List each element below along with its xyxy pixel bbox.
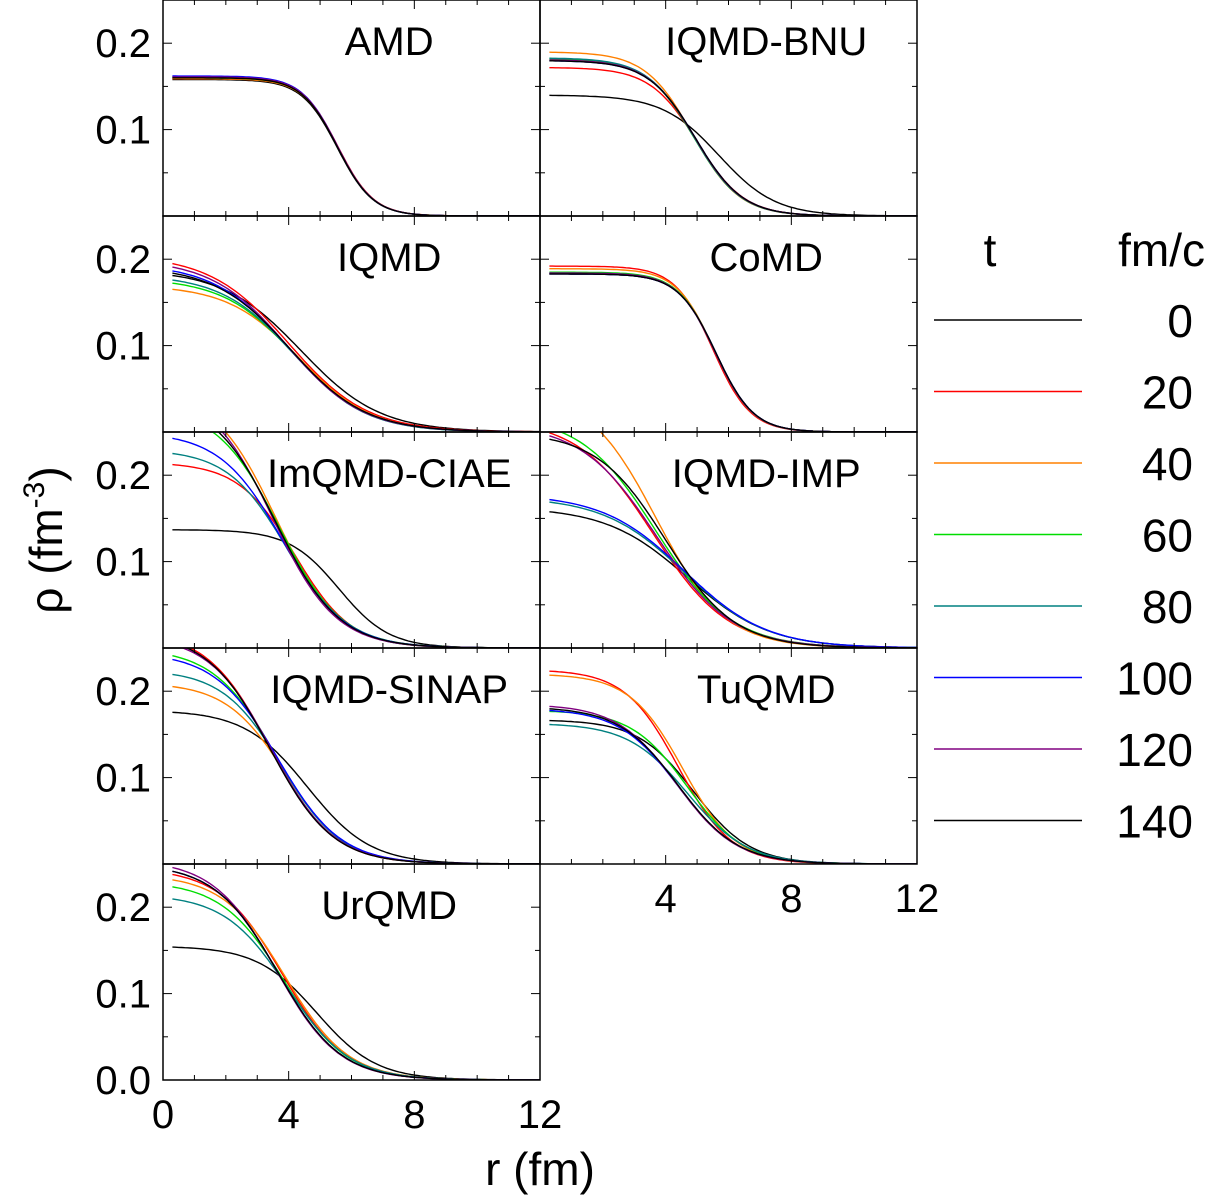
series-line-t60 <box>549 58 917 216</box>
y-tick-label: 0.1 <box>95 973 151 1017</box>
panel-title: IQMD-SINAP <box>270 668 508 712</box>
panel-curves <box>549 51 917 216</box>
legend-label-t20: 20 <box>1142 367 1193 419</box>
legend-label-t100: 100 <box>1116 653 1193 705</box>
series-line-t40 <box>224 432 540 648</box>
legend-label-t140: 140 <box>1116 796 1193 848</box>
series-line-t120 <box>549 59 917 216</box>
x-tick-label: 4 <box>655 877 677 921</box>
panel-iqmd: 0.1 0.2 IQMD <box>95 215 541 433</box>
series-line-t80 <box>172 76 540 216</box>
legend-label-t0: 0 <box>1167 295 1193 347</box>
panel-title: TuQMD <box>697 668 836 712</box>
series-line-t0 <box>549 94 917 216</box>
panel-tuqmd: 4 8 12 TuQMD <box>539 647 940 921</box>
y-tick-label: 0.2 <box>95 886 151 930</box>
panel-title: IQMD-IMP <box>672 452 861 496</box>
series-line-t140 <box>172 77 540 216</box>
series-line-t120 <box>221 432 540 648</box>
y-axis-label-close: ) <box>20 466 72 481</box>
series-line-t60 <box>549 271 917 432</box>
y-tick-label: 0.1 <box>95 109 151 153</box>
series-line-t20 <box>549 265 917 432</box>
x-axis-label: r (fm) <box>485 1143 595 1195</box>
series-line-t100 <box>549 709 917 864</box>
panel-title: IQMD-BNU <box>665 20 867 64</box>
x-tick-label: 0 <box>152 1093 174 1137</box>
series-line-t60 <box>172 77 540 216</box>
series-line-t80 <box>549 272 917 432</box>
panel-title: UrQMD <box>321 884 457 928</box>
series-line-t100 <box>172 75 540 216</box>
series-line-t0 <box>549 511 917 648</box>
series-line-t80 <box>549 57 917 216</box>
series-line-t120 <box>549 705 917 864</box>
y-tick-label: 0.2 <box>95 454 151 498</box>
panel-iqmd-bnu: IQMD-BNU <box>539 0 918 217</box>
panel-curves <box>549 432 917 648</box>
y-tick-label: 0.0 <box>95 1059 151 1103</box>
series-line-t0 <box>172 711 540 864</box>
x-tick-label: 12 <box>518 1093 563 1137</box>
series-line-t140 <box>549 60 917 216</box>
panel-iqmd-imp: IQMD-IMP <box>539 431 918 649</box>
panel-title: CoMD <box>710 236 823 280</box>
legend-label-t80: 80 <box>1142 581 1193 633</box>
series-line-t140 <box>549 273 917 432</box>
legend: t fm/c 0 20 40 60 80 100 120 140 <box>934 224 1205 848</box>
series-line-t60 <box>549 710 917 864</box>
series-line-t0 <box>549 273 917 432</box>
x-tick-label: 8 <box>403 1093 425 1137</box>
series-line-t140 <box>217 432 540 648</box>
x-tick-label: 12 <box>895 877 940 921</box>
series-line-t40 <box>172 77 540 216</box>
panel-curves <box>172 432 540 648</box>
y-tick-label: 0.1 <box>95 757 151 801</box>
series-line-t20 <box>549 67 917 216</box>
panel-title: IQMD <box>337 236 441 280</box>
legend-label-t40: 40 <box>1142 438 1193 490</box>
panel-curves <box>172 75 540 216</box>
panel-urqmd: 0.0 0.1 0.2 0 4 8 12 UrQMD <box>95 863 563 1137</box>
series-line-t100 <box>549 60 917 216</box>
x-tick-label: 4 <box>278 1093 300 1137</box>
series-line-t100 <box>549 498 917 648</box>
plot-panels: 0.1 0.2 AMD IQMD-BNU 0.1 0.2 IQMD CoMD 0.1 0.2 ImQ… <box>95 0 939 1137</box>
panel-iqmd-sinap: 0.1 0.2 IQMD-SINAP <box>95 647 541 865</box>
series-line-t140 <box>172 272 540 432</box>
legend-header-unit: fm/c <box>1118 224 1205 276</box>
series-line-t20 <box>172 77 540 216</box>
y-tick-label: 0.1 <box>95 541 151 585</box>
y-tick-label: 0.2 <box>95 22 151 66</box>
panel-comd: CoMD <box>539 215 918 433</box>
panel-curves <box>549 265 917 432</box>
y-tick-label: 0.1 <box>95 325 151 369</box>
panel-title: AMD <box>345 20 434 64</box>
series-line-t0 <box>172 78 540 216</box>
legend-label-t120: 120 <box>1116 724 1193 776</box>
y-axis-label-exponent: -3 <box>18 482 51 509</box>
legend-label-t60: 60 <box>1142 510 1193 562</box>
panel-title: ImQMD-CIAE <box>267 452 511 496</box>
series-line-t120 <box>549 272 917 432</box>
series-line-t120 <box>172 76 540 216</box>
panel-imqmd-ciae: 0.1 0.2 ImQMD-CIAE <box>95 431 541 649</box>
x-tick-label: 8 <box>780 877 802 921</box>
series-line-t60 <box>172 282 540 432</box>
panel-amd: 0.1 0.2 AMD <box>95 0 541 217</box>
legend-header-t: t <box>984 224 997 276</box>
series-line-t100 <box>549 273 917 432</box>
panel-curves <box>172 262 540 432</box>
y-tick-label: 0.2 <box>95 238 151 282</box>
y-tick-label: 0.2 <box>95 670 151 714</box>
series-line-t40 <box>549 268 917 432</box>
series-line-t40 <box>172 288 540 432</box>
series-line-t140 <box>549 438 917 648</box>
y-axis-label: ρ (fm-3) <box>18 466 72 613</box>
y-axis-label-main: ρ (fm <box>20 508 72 613</box>
